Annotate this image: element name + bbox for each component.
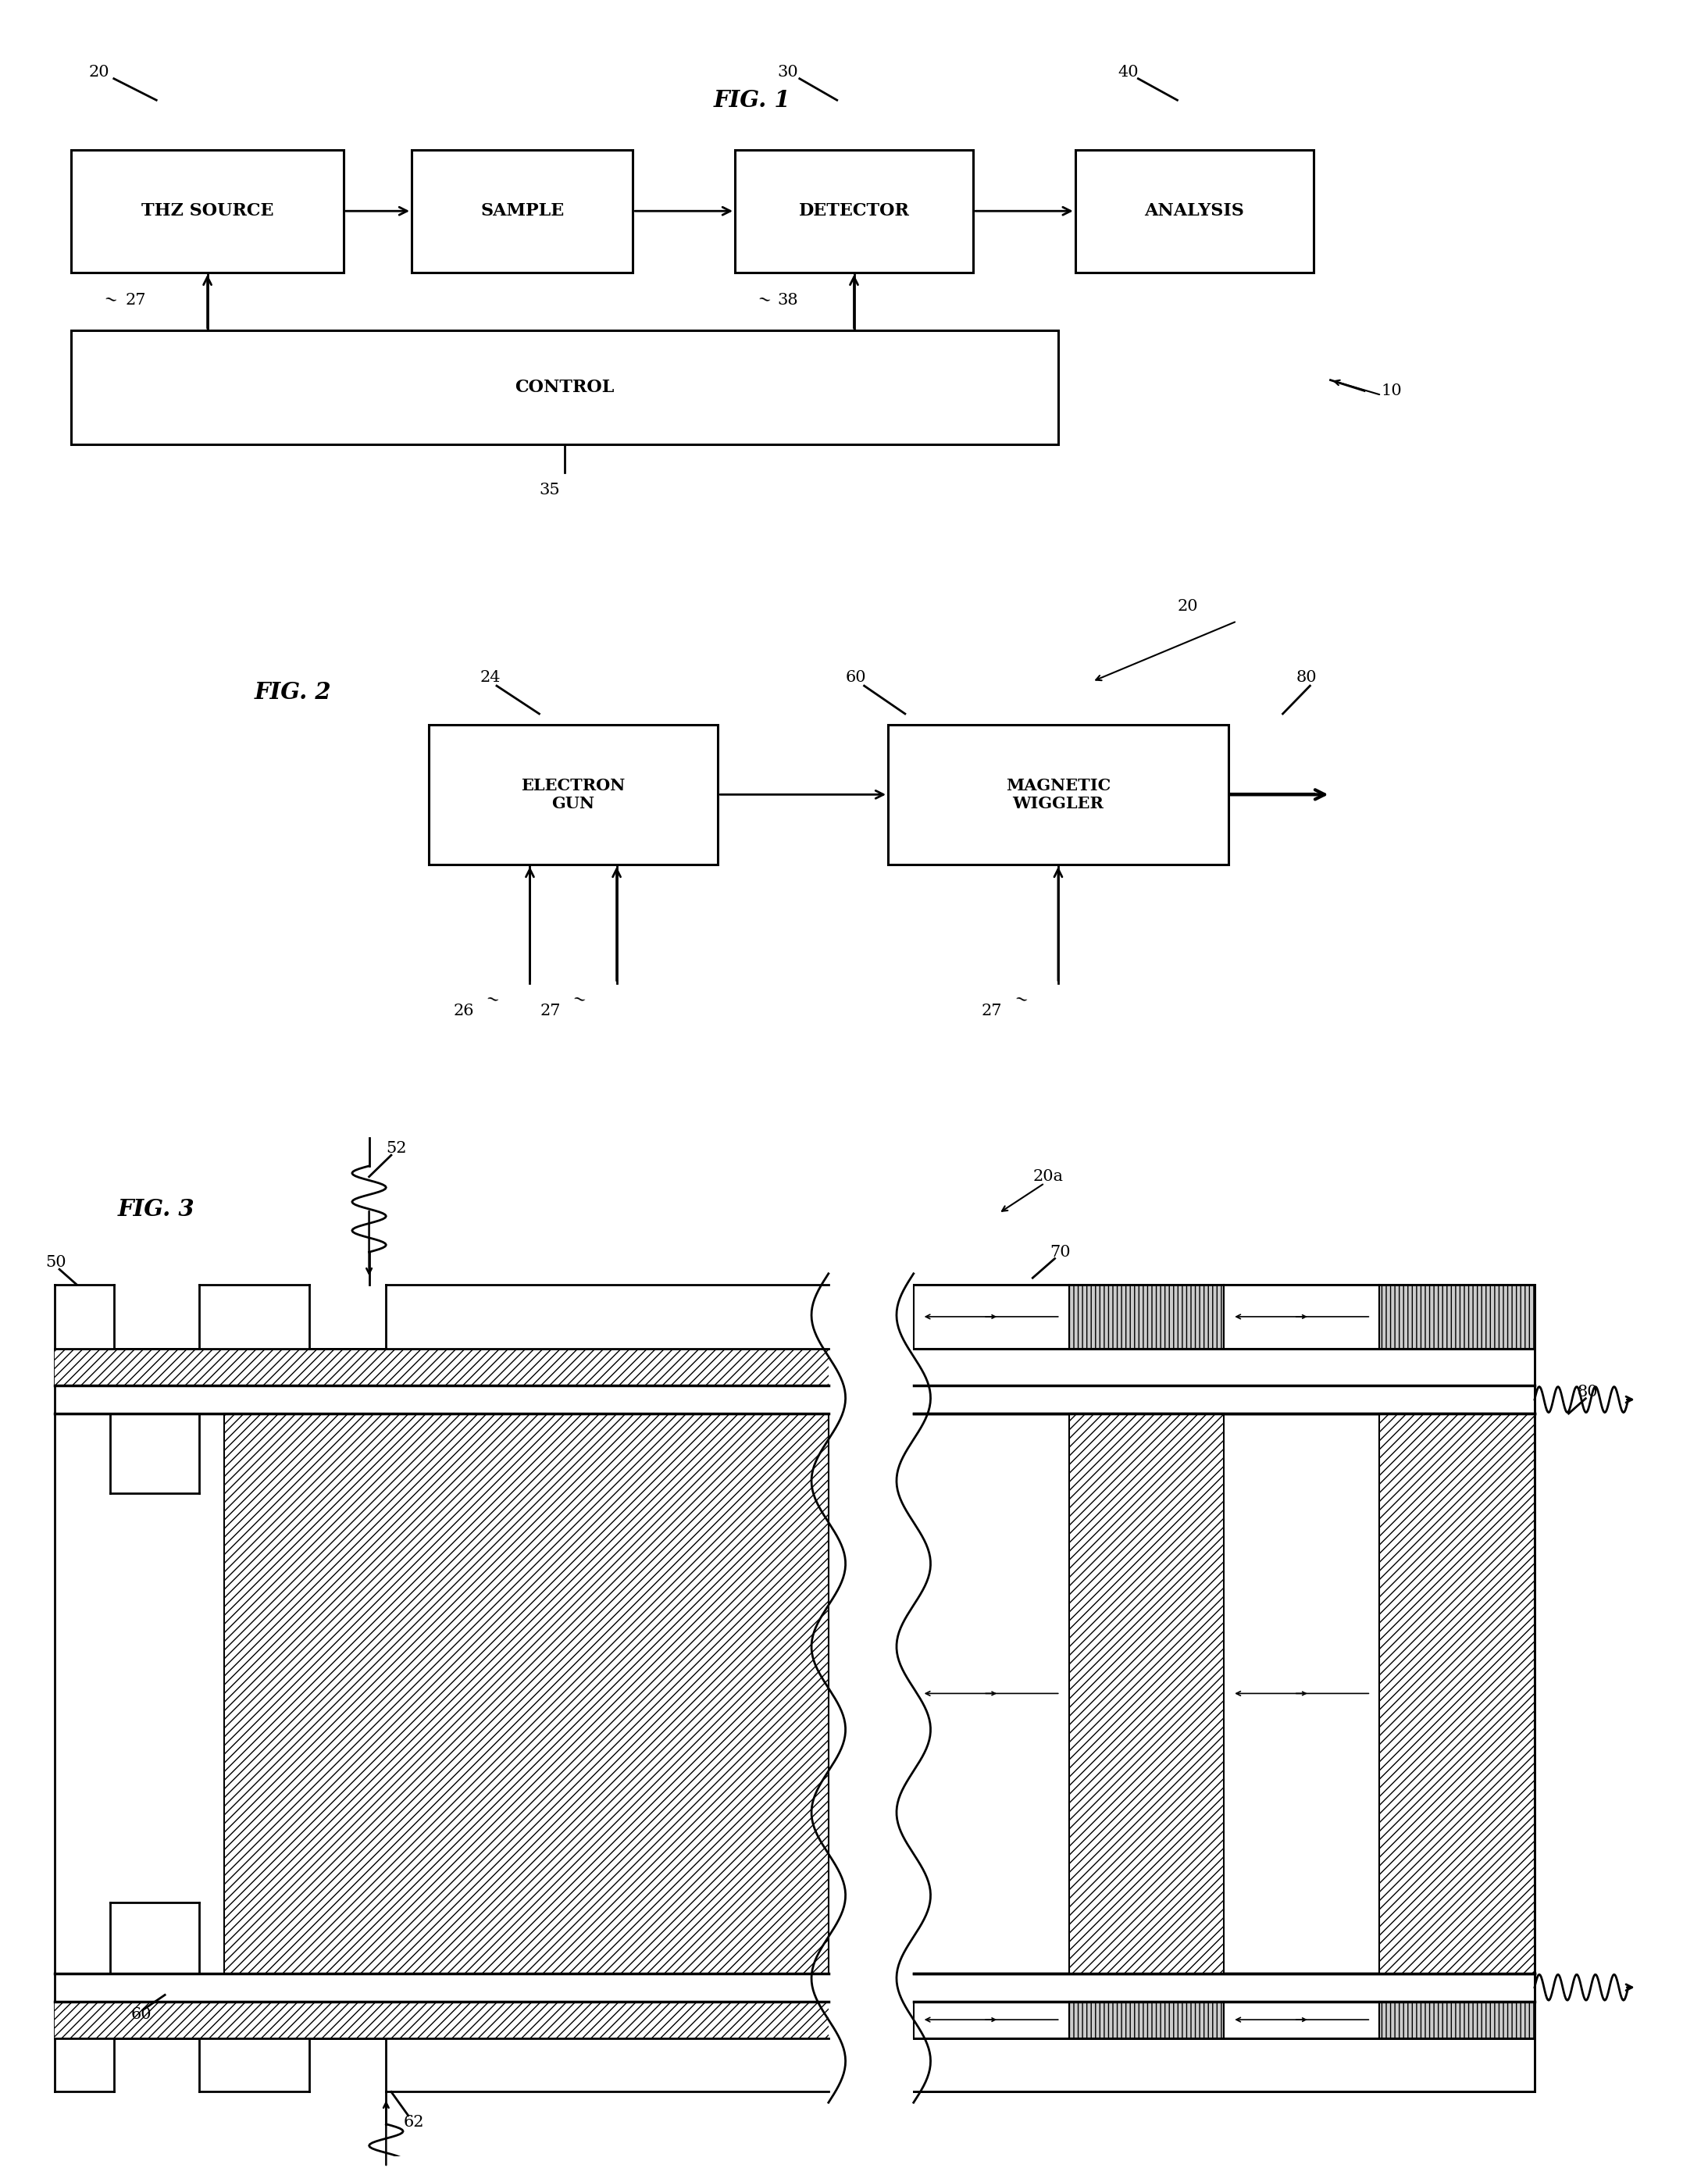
Text: ~: ~ (755, 291, 772, 310)
Text: 20: 20 (1177, 598, 1197, 614)
Bar (1069, 2001, 1225, 2038)
Bar (1076, 150, 1313, 273)
Bar (914, 1283, 1069, 1348)
Text: ~: ~ (570, 991, 588, 1008)
Text: 20: 20 (89, 65, 109, 80)
Text: SAMPLE: SAMPLE (480, 202, 564, 219)
Text: DETECTOR: DETECTOR (799, 202, 909, 219)
Text: ANALYSIS: ANALYSIS (1144, 202, 1243, 219)
Bar (72, 150, 343, 273)
Bar (734, 150, 974, 273)
Text: FIG. 1: FIG. 1 (714, 89, 791, 111)
Bar (1380, 1414, 1534, 1973)
Text: 24: 24 (480, 670, 500, 685)
Text: 70: 70 (1050, 1244, 1071, 1260)
Bar (1069, 1283, 1225, 1348)
Text: FIG. 3: FIG. 3 (118, 1197, 195, 1221)
Bar (914, 2001, 1069, 2038)
Text: ~: ~ (483, 991, 500, 1008)
Text: CONTROL: CONTROL (516, 379, 615, 397)
Text: 60: 60 (845, 670, 866, 685)
Bar (224, 1414, 828, 1973)
Text: ELECTRON
GUN: ELECTRON GUN (521, 778, 625, 811)
Text: 27: 27 (982, 1004, 1003, 1019)
Text: 20a: 20a (1033, 1169, 1062, 1184)
Text: ~: ~ (102, 291, 120, 310)
Text: 52: 52 (386, 1140, 407, 1156)
Text: 40: 40 (1117, 65, 1139, 80)
Text: 27: 27 (540, 1004, 560, 1019)
Text: 38: 38 (777, 293, 798, 308)
Text: 26: 26 (453, 1004, 475, 1019)
Bar (888, 724, 1228, 865)
Text: 50: 50 (46, 1255, 67, 1270)
Text: 60: 60 (132, 2008, 152, 2023)
Bar (1225, 2001, 1380, 2038)
Text: 30: 30 (777, 65, 798, 80)
Bar (55, 2001, 828, 2038)
Bar (1225, 1283, 1380, 1348)
Text: FIG. 2: FIG. 2 (254, 681, 331, 705)
Bar (1380, 1283, 1534, 1348)
Bar (412, 150, 632, 273)
Text: 80: 80 (1296, 670, 1317, 685)
Text: ~: ~ (1013, 991, 1030, 1008)
Text: 62: 62 (403, 2114, 424, 2129)
Text: 27: 27 (126, 293, 147, 308)
Bar (72, 330, 1059, 444)
Bar (1069, 1414, 1225, 1973)
Text: 35: 35 (540, 483, 560, 496)
Bar (55, 1348, 828, 1385)
Bar (429, 724, 717, 865)
Text: 80: 80 (1576, 1385, 1599, 1401)
Text: THZ SOURCE: THZ SOURCE (142, 202, 273, 219)
Bar (1380, 2001, 1534, 2038)
Text: 10: 10 (1382, 384, 1402, 399)
Text: MAGNETIC
WIGGLER: MAGNETIC WIGGLER (1006, 778, 1110, 811)
